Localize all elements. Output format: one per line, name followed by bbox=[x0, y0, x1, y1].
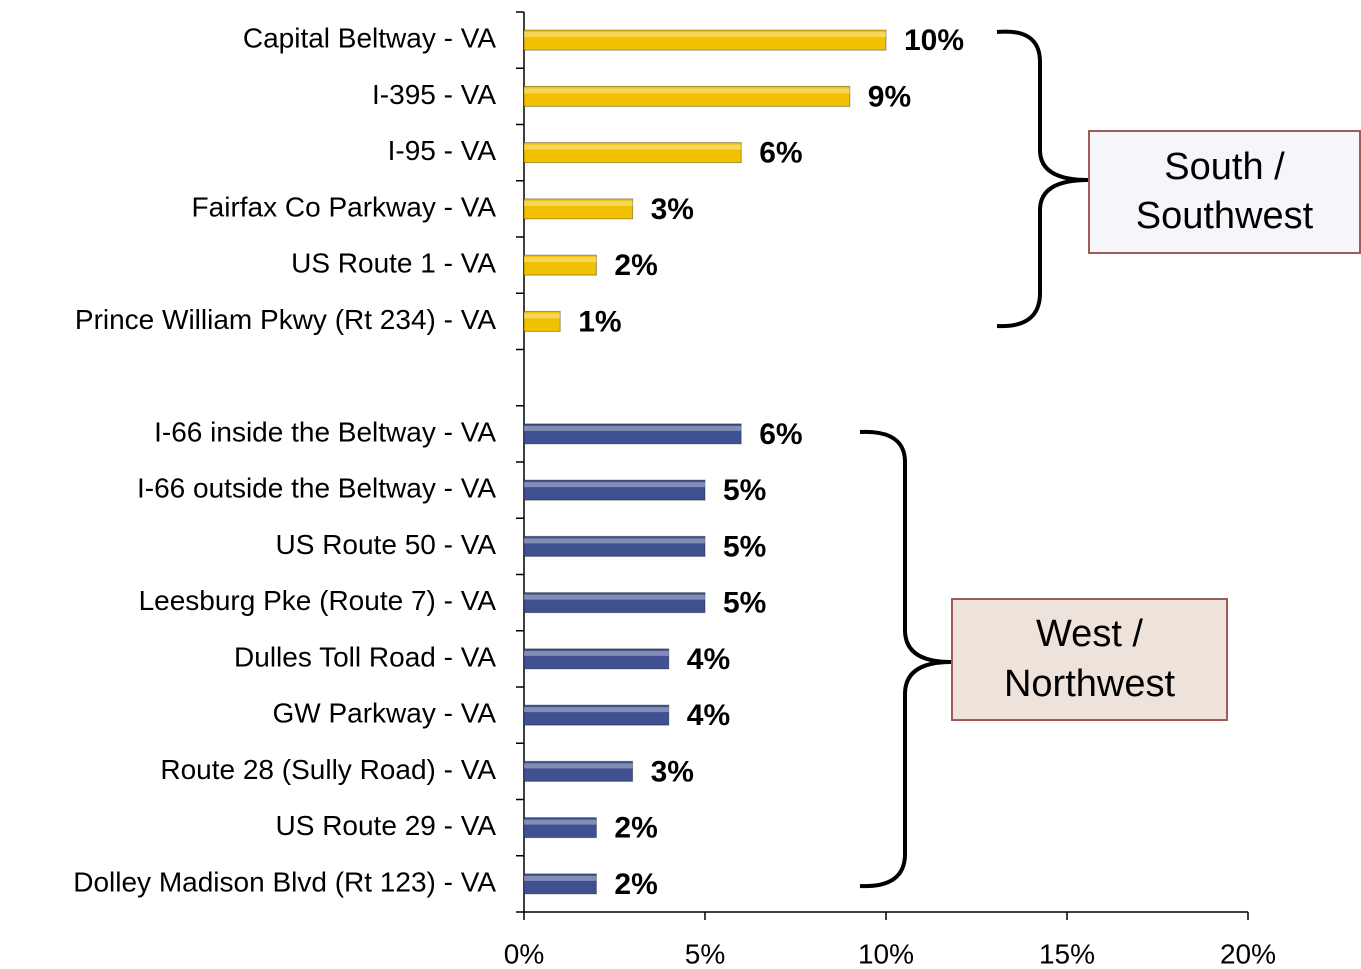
value-label: 2% bbox=[614, 812, 657, 845]
bar bbox=[523, 310, 561, 332]
y-tick-label: Prince William Pkwy (Rt 234) - VA bbox=[75, 304, 496, 335]
x-tick-label: 10% bbox=[858, 938, 914, 969]
value-label: 5% bbox=[723, 587, 766, 620]
value-label: 9% bbox=[868, 80, 911, 113]
bar-shine bbox=[524, 650, 669, 656]
x-tick-label: 5% bbox=[685, 938, 725, 969]
value-label: 4% bbox=[687, 699, 730, 732]
legend-box: West / Northwest bbox=[951, 598, 1228, 721]
bar-shine bbox=[524, 707, 669, 713]
bar bbox=[523, 254, 597, 276]
bar-shine bbox=[524, 200, 633, 206]
y-tick-label: I-66 outside the Beltway - VA bbox=[137, 473, 496, 504]
bar bbox=[523, 817, 597, 839]
y-tick-label: Fairfax Co Parkway - VA bbox=[192, 191, 497, 222]
legend-box: South / Southwest bbox=[1088, 130, 1361, 254]
value-label: 6% bbox=[759, 418, 802, 451]
bar bbox=[523, 760, 634, 782]
bar-shine bbox=[524, 425, 742, 431]
value-label: 3% bbox=[651, 755, 694, 788]
y-tick-label: Capital Beltway - VA bbox=[243, 23, 496, 54]
y-tick-label: US Route 29 - VA bbox=[276, 810, 497, 841]
bar bbox=[523, 592, 706, 614]
bar-shine bbox=[524, 88, 850, 94]
value-label: 5% bbox=[723, 474, 766, 507]
bar-shine bbox=[524, 313, 561, 319]
value-label: 6% bbox=[759, 137, 802, 170]
y-tick-label: Dolley Madison Blvd (Rt 123) - VA bbox=[73, 866, 496, 897]
bar-shine bbox=[524, 763, 633, 769]
bar bbox=[523, 535, 706, 557]
y-tick-label: Route 28 (Sully Road) - VA bbox=[160, 754, 496, 785]
value-label: 3% bbox=[651, 193, 694, 226]
x-tick-label: 20% bbox=[1220, 938, 1276, 969]
bar-shine bbox=[524, 594, 705, 600]
y-tick-label: US Route 50 - VA bbox=[276, 529, 497, 560]
bar bbox=[523, 85, 851, 107]
bar bbox=[523, 648, 670, 670]
bar-shine bbox=[524, 538, 705, 544]
bar bbox=[523, 423, 742, 445]
bar-shine bbox=[524, 32, 886, 38]
bar-shine bbox=[524, 819, 597, 825]
value-label: 2% bbox=[614, 249, 657, 282]
bar bbox=[523, 873, 597, 895]
bar bbox=[523, 142, 742, 164]
x-tick-label: 15% bbox=[1039, 938, 1095, 969]
bar bbox=[523, 198, 634, 220]
y-tick-label: I-95 - VA bbox=[388, 135, 497, 166]
bar bbox=[523, 29, 887, 51]
value-label: 1% bbox=[578, 305, 621, 338]
bar bbox=[523, 479, 706, 501]
bar-shine bbox=[524, 875, 597, 881]
value-label: 10% bbox=[904, 24, 964, 57]
y-tick-label: Dulles Toll Road - VA bbox=[234, 641, 496, 672]
y-tick-label: I-395 - VA bbox=[372, 79, 496, 110]
bar-shine bbox=[524, 482, 705, 488]
y-tick-label: GW Parkway - VA bbox=[272, 698, 496, 729]
y-tick-label: Leesburg Pke (Route 7) - VA bbox=[139, 585, 497, 616]
x-tick-label: 0% bbox=[504, 938, 544, 969]
bar-shine bbox=[524, 257, 597, 263]
value-label: 5% bbox=[723, 530, 766, 563]
bar bbox=[523, 704, 670, 726]
bar-shine bbox=[524, 144, 742, 150]
y-tick-label: I-66 inside the Beltway - VA bbox=[154, 416, 496, 447]
value-label: 2% bbox=[614, 868, 657, 901]
value-label: 4% bbox=[687, 643, 730, 676]
y-tick-label: US Route 1 - VA bbox=[291, 248, 496, 279]
